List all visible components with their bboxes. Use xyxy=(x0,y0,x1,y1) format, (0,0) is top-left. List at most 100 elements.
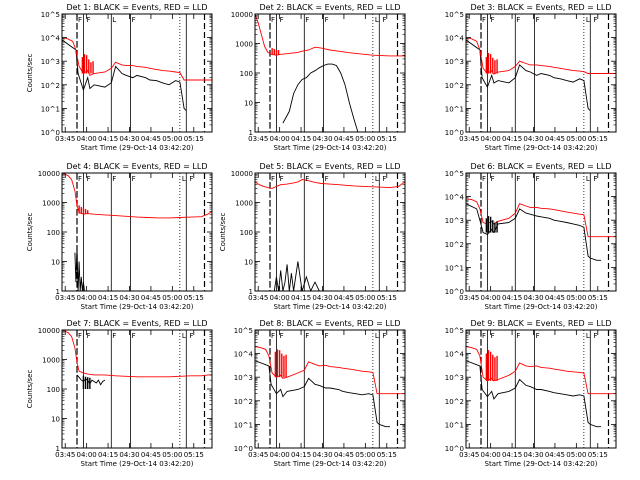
marker-label: F xyxy=(482,16,486,24)
x-tick-label: 03:45 xyxy=(459,135,479,143)
y-tick-label: 10^0 xyxy=(445,445,464,453)
plot-frame xyxy=(254,329,406,449)
y-tick-label: 10^5 xyxy=(445,170,464,178)
y-tick-label: 10^4 xyxy=(445,35,465,43)
y-tick-label: 10^2 xyxy=(41,82,60,90)
x-tick-label: 05:00 xyxy=(355,135,375,143)
marker-label: F xyxy=(78,16,82,24)
x-tick-label: 04:00 xyxy=(77,451,97,459)
plot-area xyxy=(466,330,616,448)
x-axis-label: Start Time (29-Oct-14 03:42:20) xyxy=(81,460,194,468)
marker-label: F xyxy=(280,332,284,340)
y-axis-label: Counts/sec xyxy=(219,213,227,252)
x-tick-label: 04:45 xyxy=(545,135,565,143)
marker-label: F xyxy=(271,332,275,340)
y-axis-label: Counts/sec xyxy=(26,370,34,409)
y-tick-label: 10^0 xyxy=(234,445,253,453)
marker-label: F xyxy=(482,175,486,183)
x-tick-label: 03:45 xyxy=(459,451,479,459)
y-tick-label: 1000 xyxy=(235,41,253,49)
x-tick-label: 05:15 xyxy=(377,135,397,143)
x-tick-label: 03:45 xyxy=(55,135,75,143)
marker-label: F xyxy=(189,332,193,340)
x-axis-label: Start Time (29-Oct-14 03:42:20) xyxy=(81,144,194,152)
marker-label: F xyxy=(271,16,275,24)
panel-title: Det 5: BLACK = Events, RED = LLD xyxy=(260,162,401,171)
marker-label: F xyxy=(491,16,495,24)
x-tick-label: 04:00 xyxy=(481,451,501,459)
y-tick-label: 10^2 xyxy=(445,241,464,249)
x-tick-label: 04:30 xyxy=(119,294,139,302)
y-tick-label: 10^4 xyxy=(445,351,465,359)
marker-label: F xyxy=(78,332,82,340)
marker-label: F xyxy=(325,175,329,183)
event-rate-series xyxy=(273,261,333,291)
marker-label: F xyxy=(78,175,82,183)
marker-label: L xyxy=(586,175,590,183)
y-tick-label: 10^5 xyxy=(445,327,464,335)
y-tick-label: 1 xyxy=(56,288,60,296)
x-tick-label: 05:00 xyxy=(162,135,182,143)
y-tick-label: 10^5 xyxy=(445,11,464,19)
plot-frame xyxy=(61,172,213,292)
x-tick-label: 04:30 xyxy=(523,451,543,459)
marker-label: L xyxy=(182,332,186,340)
event-rate-series xyxy=(76,374,106,386)
y-tick-label: 10000 xyxy=(231,11,253,19)
marker-label: F xyxy=(593,332,597,340)
marker-label: L xyxy=(375,332,379,340)
marker-label: F xyxy=(593,16,597,24)
x-tick-label: 04:00 xyxy=(77,135,97,143)
marker-label: L xyxy=(586,332,590,340)
x-tick-label: 04:30 xyxy=(312,294,332,302)
marker-label: F xyxy=(132,332,136,340)
x-tick-label: 05:15 xyxy=(184,135,204,143)
y-tick-label: 10000 xyxy=(38,170,60,178)
marker-label: F xyxy=(112,332,116,340)
x-axis-label: Start Time (29-Oct-14 03:42:20) xyxy=(274,303,387,311)
y-tick-label: 100 xyxy=(47,229,60,237)
x-tick-label: 04:45 xyxy=(334,294,354,302)
y-tick-label: 1 xyxy=(249,129,253,137)
marker-label: F xyxy=(325,16,329,24)
marker-label: F xyxy=(305,332,309,340)
x-tick-label: 05:00 xyxy=(355,451,375,459)
x-tick-label: 05:00 xyxy=(566,135,586,143)
marker-label: F xyxy=(491,175,495,183)
event-rate-series xyxy=(466,360,601,428)
marker-label: F xyxy=(305,175,309,183)
event-rate-series xyxy=(74,247,95,291)
y-tick-label: 10 xyxy=(244,100,253,108)
x-tick-label: 03:45 xyxy=(459,294,479,302)
y-tick-label: 1000 xyxy=(42,200,60,208)
y-tick-label: 10 xyxy=(51,259,60,267)
marker-label: F xyxy=(382,16,386,24)
marker-label: F xyxy=(516,175,520,183)
y-tick-label: 10^3 xyxy=(445,58,464,66)
marker-label: F xyxy=(305,16,309,24)
x-axis-label: Start Time (29-Oct-14 03:42:20) xyxy=(485,460,598,468)
x-tick-label: 04:15 xyxy=(502,135,522,143)
y-tick-label: 10^3 xyxy=(445,217,464,225)
lld-rate-series xyxy=(255,179,405,189)
panel-title: Det 1: BLACK = Events, RED = LLD xyxy=(67,3,208,12)
plot-frame xyxy=(61,329,213,449)
marker-label: F xyxy=(112,175,116,183)
x-tick-label: 04:00 xyxy=(481,294,501,302)
plot-area xyxy=(466,173,616,291)
panel-title: Det 2: BLACK = Events, RED = LLD xyxy=(260,3,401,12)
y-tick-label: 100 xyxy=(240,229,253,237)
panel-title: Det 9: BLACK = Events, RED = LLD xyxy=(471,319,612,328)
x-tick-label: 04:45 xyxy=(545,294,565,302)
marker-label: F xyxy=(280,175,284,183)
marker-label: L xyxy=(182,175,186,183)
marker-label: L xyxy=(586,16,590,24)
x-tick-label: 04:15 xyxy=(291,294,311,302)
x-tick-label: 04:15 xyxy=(98,294,118,302)
panel-title: Det 6: BLACK = Events, RED = LLD xyxy=(471,162,612,171)
